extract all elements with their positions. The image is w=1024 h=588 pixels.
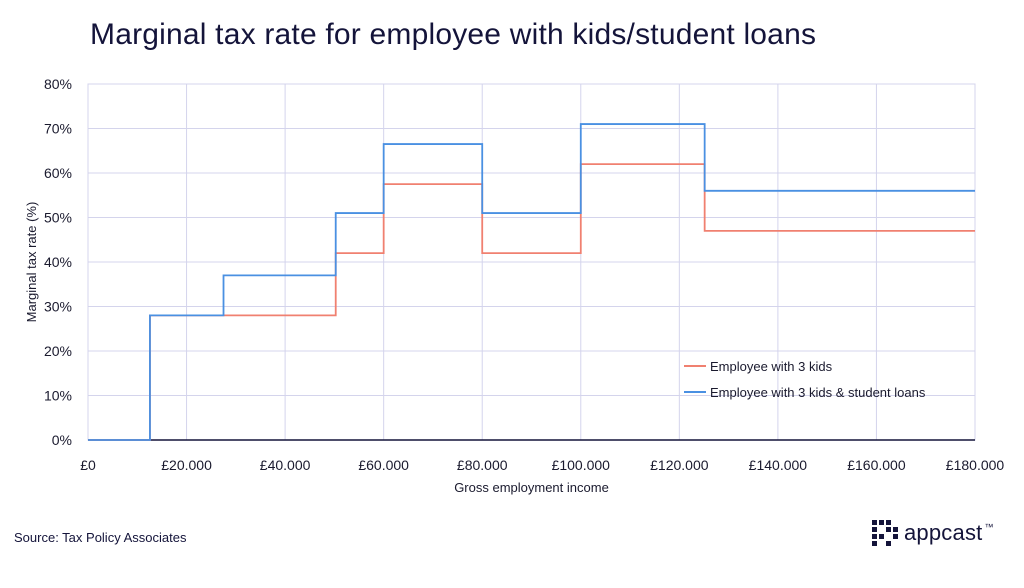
appcast-logo[interactable]: appcast ™ (872, 520, 993, 546)
y-tick-label: 60% (44, 165, 72, 181)
x-axis-title: Gross employment income (454, 480, 609, 495)
y-tick-label: 10% (44, 388, 72, 404)
y-tick-label: 50% (44, 210, 72, 226)
chart-title: Marginal tax rate for employee with kids… (90, 18, 817, 51)
legend: Employee with 3 kids Employee with 3 kids… (684, 359, 926, 400)
y-tick-label: 70% (44, 121, 72, 137)
series-line-2 (88, 123, 975, 441)
legend-label-2: Employee with 3 kids & student loans (710, 385, 926, 400)
y-axis-title: Marginal tax rate (%) (24, 202, 39, 323)
x-tick-label: £60.000 (358, 457, 409, 473)
x-tick-label: £100.000 (552, 457, 611, 473)
x-tick-label: £40.000 (260, 457, 311, 473)
y-tick-label: 40% (44, 254, 72, 270)
x-tick-label: £0 (80, 457, 96, 473)
x-tick-label: £80.000 (457, 457, 508, 473)
axis-layer: 0% 10% 20% 30% 40% 50% 60% 70% 80% £0 £20.000 £40.0… (24, 76, 1004, 495)
x-tick-label: £20.000 (161, 457, 212, 473)
x-tick-label: £160.000 (847, 457, 906, 473)
y-tick-label: 30% (44, 299, 72, 315)
x-tick-label: £140.000 (749, 457, 808, 473)
appcast-logo-text: appcast (904, 520, 983, 545)
y-tick-label: 0% (52, 432, 72, 448)
y-tick-label: 20% (44, 343, 72, 359)
trademark-symbol: ™ (984, 522, 994, 532)
x-tick-label: £180.000 (946, 457, 1005, 473)
x-tick-label: £120.000 (650, 457, 709, 473)
y-tick-label: 80% (44, 76, 72, 92)
source-note: Source: Tax Policy Associates (14, 530, 187, 545)
series-layer (88, 123, 975, 441)
legend-label-1: Employee with 3 kids (710, 359, 833, 374)
appcast-logo-icon (872, 520, 898, 546)
